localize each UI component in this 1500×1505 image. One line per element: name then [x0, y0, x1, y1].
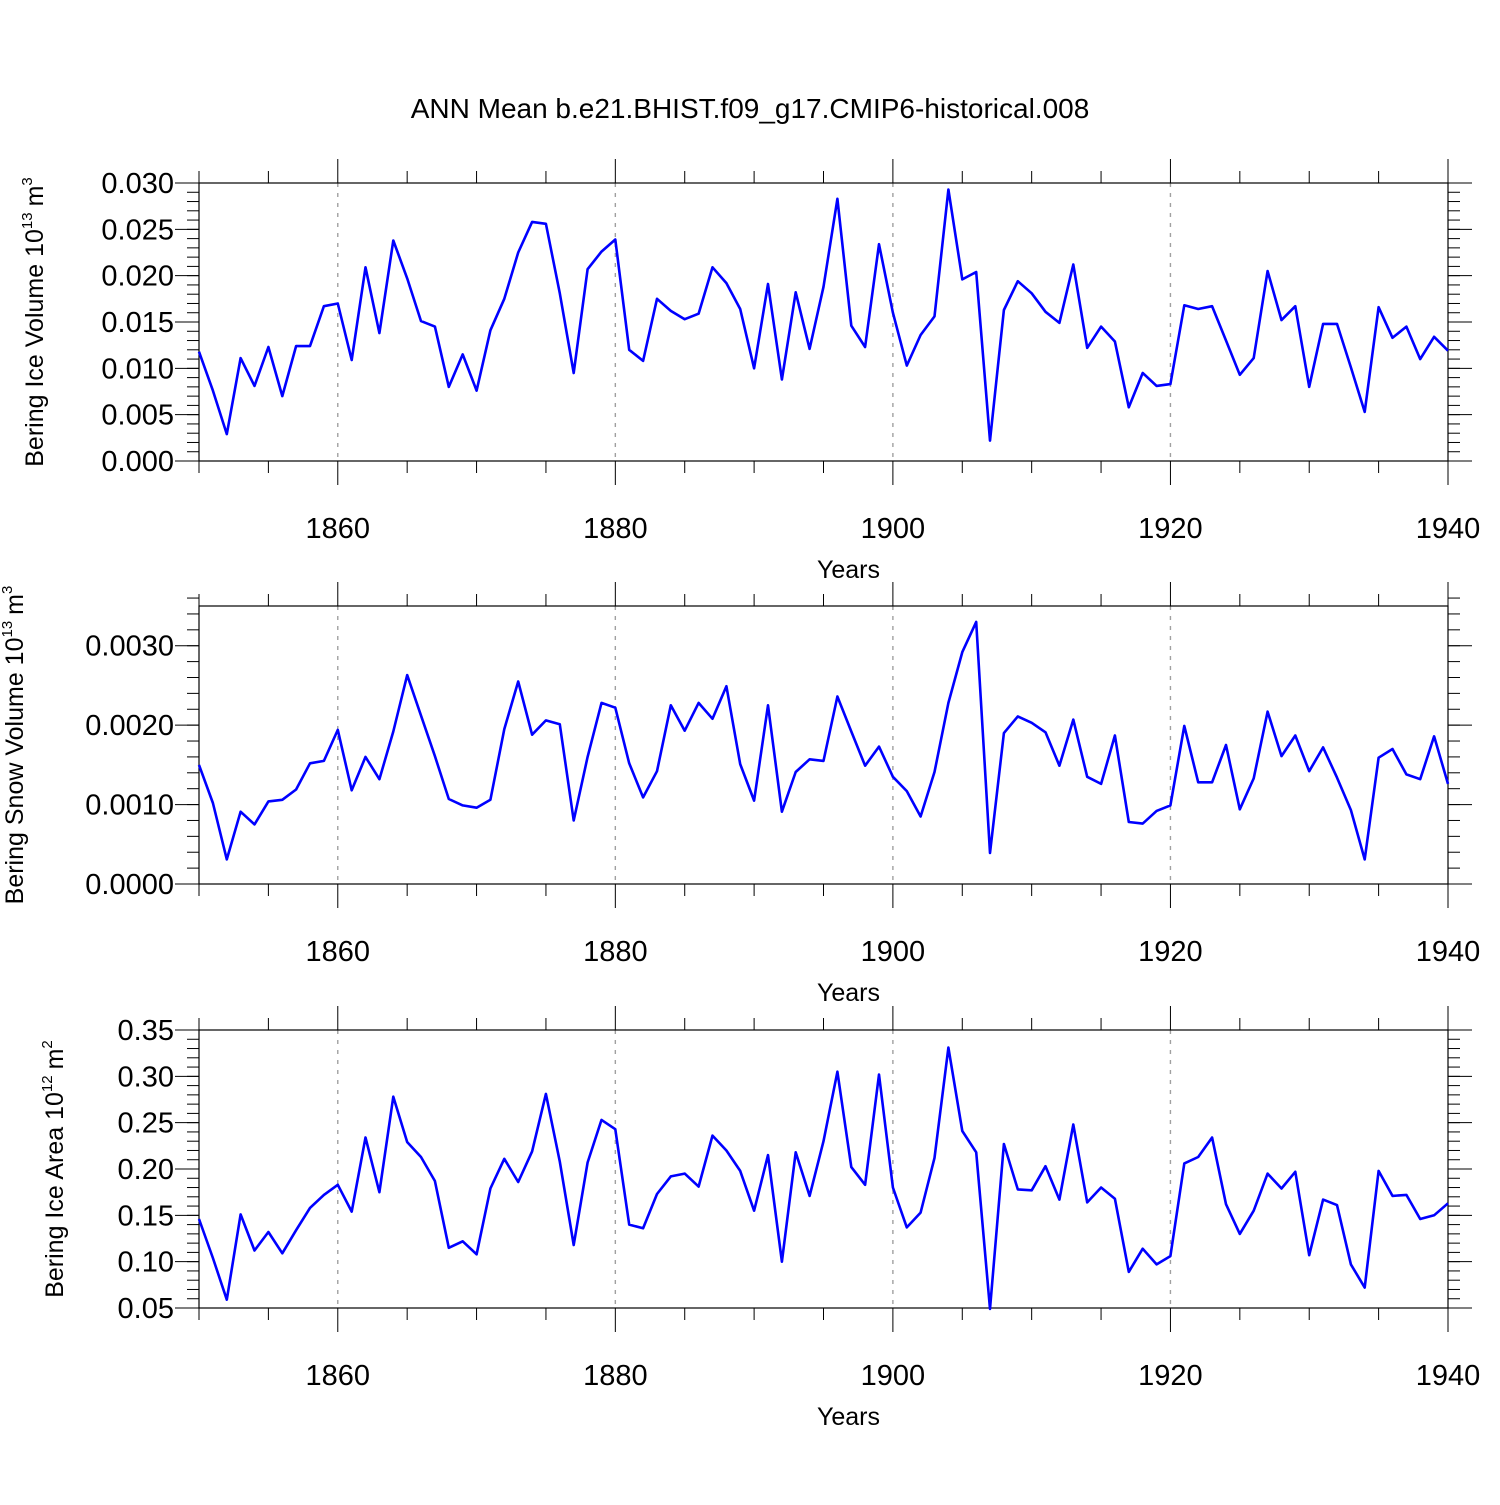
- y-tick-label: 0.05: [118, 1293, 174, 1325]
- x-tick-label: 1900: [861, 936, 926, 968]
- x-tick-label: 1920: [1138, 1360, 1203, 1392]
- x-tick-label: 1940: [1416, 1360, 1481, 1392]
- y-tick-label: 0.0020: [85, 710, 174, 742]
- y-tick-label: 0.20: [118, 1154, 174, 1186]
- y-axis-label: Bering Ice Area 1012 m2: [39, 1040, 69, 1298]
- x-tick-label: 1860: [306, 1360, 371, 1392]
- y-tick-label: 0.015: [101, 307, 174, 339]
- y-tick-label: 0.000: [101, 446, 174, 478]
- chart-title: ANN Mean b.e21.BHIST.f09_g17.CMIP6-histo…: [411, 93, 1090, 124]
- x-axis-label: Years: [817, 979, 880, 1007]
- y-axis-label: Bering Snow Volume 1013 m3: [0, 586, 29, 905]
- panel-ice-volume: 0.000 0.005 0.010 0.015 0.020 0.025 0.030 1860 1…: [19, 159, 1480, 584]
- x-tick-label: 1880: [583, 513, 648, 545]
- y-axis-label-unit: m: [41, 1049, 69, 1070]
- y-tick-label: 0.030: [101, 168, 174, 200]
- y-tick-label: 0.15: [118, 1200, 174, 1232]
- x-tick-label: 1880: [583, 936, 648, 968]
- panel-snow-volume: 0.0000 0.0010 0.0020 0.0030 1860 1880 1900 1920…: [0, 582, 1480, 1007]
- y-tick-label: 0.35: [118, 1015, 174, 1047]
- x-tick-label: 1860: [306, 936, 371, 968]
- y-tick-label: 0.30: [118, 1061, 174, 1093]
- x-axis-label: Years: [817, 556, 880, 584]
- series-line: [199, 1048, 1448, 1309]
- y-axis-label-unit-exponent: 3: [19, 177, 36, 185]
- series-line: [199, 190, 1448, 441]
- y-axis-label: Bering Ice Volume 1013 m3: [19, 177, 49, 467]
- y-tick-label: 0.010: [101, 353, 174, 385]
- y-axis-label-unit: m: [21, 186, 49, 207]
- y-tick-label: 0.0010: [85, 790, 174, 822]
- y-axis-label-exponent: 13: [19, 212, 36, 229]
- y-axis-label-main: Bering Snow Volume 10: [1, 638, 29, 905]
- y-tick-label: 0.025: [101, 214, 174, 246]
- y-tick-label: 0.005: [101, 400, 174, 432]
- y-axis-label-unit: m: [1, 594, 29, 615]
- panel-ice-area: 0.05 0.10 0.15 0.20 0.25 0.30 0.35 1860 1880 1900…: [39, 1006, 1480, 1431]
- y-axis-label-main: Bering Ice Volume 10: [21, 229, 49, 467]
- x-tick-label: 1940: [1416, 513, 1481, 545]
- x-tick-label: 1900: [861, 1360, 926, 1392]
- y-axis-label-unit-exponent: 2: [39, 1040, 56, 1048]
- y-tick-label: 0.25: [118, 1108, 174, 1140]
- x-tick-label: 1920: [1138, 513, 1203, 545]
- x-axis-label: Years: [817, 1403, 880, 1431]
- x-tick-label: 1880: [583, 1360, 648, 1392]
- x-tick-label: 1920: [1138, 936, 1203, 968]
- y-axis-label-main: Bering Ice Area 10: [41, 1092, 69, 1298]
- series-line: [199, 622, 1448, 860]
- y-tick-label: 0.10: [118, 1247, 174, 1279]
- y-tick-label: 0.0000: [85, 869, 174, 901]
- y-tick-label: 0.0030: [85, 631, 174, 663]
- y-axis-label-unit-exponent: 3: [0, 586, 16, 594]
- x-tick-label: 1860: [306, 513, 371, 545]
- x-tick-label: 1900: [861, 513, 926, 545]
- x-tick-label: 1940: [1416, 936, 1481, 968]
- plot-frame: [199, 1030, 1448, 1308]
- y-axis-label-exponent: 12: [39, 1075, 56, 1092]
- y-axis-label-exponent: 13: [0, 621, 16, 638]
- y-tick-label: 0.020: [101, 261, 174, 293]
